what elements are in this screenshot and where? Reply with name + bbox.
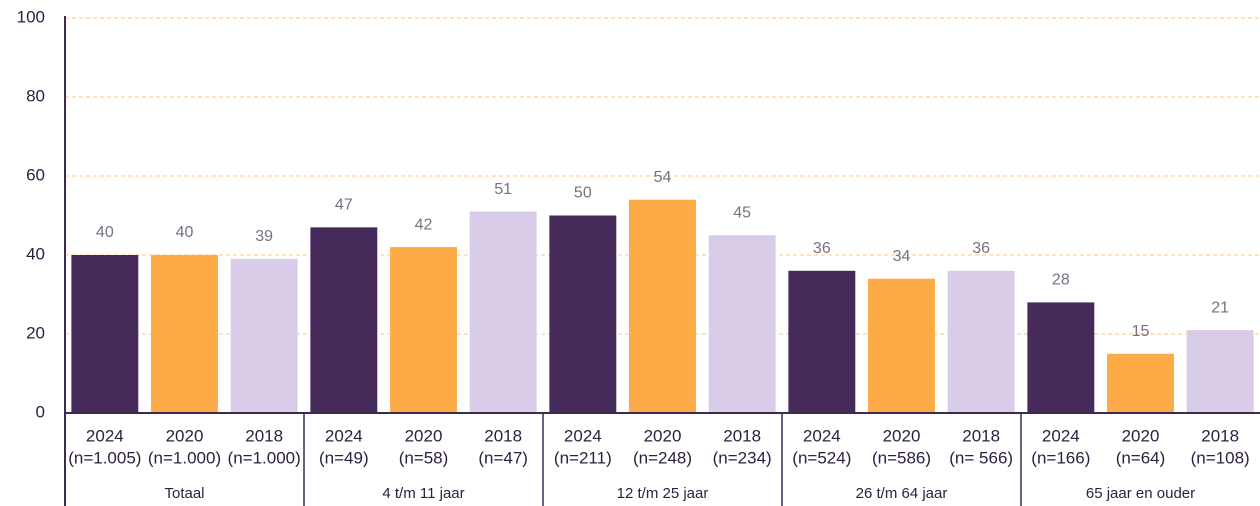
value-label: 45 [733,204,751,221]
bar-n-label: (n=234) [713,448,772,467]
bar-year-label: 2024 [1042,426,1080,445]
bar-n-label: (n=248) [633,448,692,467]
bar-year-label: 2020 [405,426,443,445]
bar [947,270,1015,413]
value-label: 47 [335,197,353,214]
bar-n-label: (n=49) [319,448,369,467]
bar-year-label: 2024 [86,426,124,445]
value-label: 54 [654,169,672,186]
y-tick-label: 100 [17,7,45,26]
bar-year-label: 2020 [644,426,682,445]
bar [1027,302,1095,413]
value-label: 28 [1052,272,1070,289]
bar-n-label: (n=1.000) [148,448,221,467]
bar-year-label: 2018 [1201,426,1239,445]
bar-year-label: 2018 [962,426,1000,445]
bar-year-label: 2024 [803,426,841,445]
bar-year-label: 2018 [245,426,283,445]
group-label: 65 jaar en ouder [1086,485,1195,502]
group-label: Totaal [164,485,204,502]
y-tick-label: 0 [36,402,45,421]
bar [1107,353,1174,413]
value-label: 42 [415,216,433,233]
bar-year-label: 2024 [564,426,602,445]
bar [708,235,776,413]
value-label: 36 [972,240,990,257]
bar-year-label: 2020 [1122,426,1160,445]
value-label: 39 [255,228,273,245]
value-label: 36 [813,240,831,257]
bar-n-label: (n=586) [872,448,931,467]
bar-year-label: 2018 [484,426,522,445]
bar [151,255,218,413]
bar [310,227,378,413]
bar-year-label: 2020 [883,426,921,445]
y-tick-label: 60 [26,165,45,184]
bar-n-label: (n=47) [478,448,528,467]
bar [1186,330,1254,413]
bar-n-label: (n= 566) [949,448,1013,467]
y-tick-label: 80 [26,86,45,105]
group-label: 4 t/m 11 jaar [382,485,464,502]
bar-n-label: (n=64) [1116,448,1166,467]
bar-year-label: 2020 [166,426,204,445]
value-label: 34 [893,248,911,265]
bar [469,211,537,413]
bar [71,255,139,413]
bar-n-label: (n=524) [792,448,851,467]
value-label: 15 [1132,323,1150,340]
bar-year-label: 2024 [325,426,363,445]
value-label: 40 [176,224,194,241]
y-tick-label: 20 [26,323,45,342]
group-label: 12 t/m 25 jaar [617,485,709,502]
bar-n-label: (n=1.005) [68,448,141,467]
bar [788,270,856,413]
value-label: 51 [494,181,512,198]
value-label: 50 [574,185,592,202]
bar-n-label: (n=108) [1191,448,1250,467]
bar-n-label: (n=166) [1031,448,1090,467]
group-label: 26 t/m 64 jaar [856,485,948,502]
value-label: 40 [96,224,114,241]
bar-n-label: (n=211) [554,448,612,467]
bar-n-label: (n=58) [399,448,449,467]
bar [868,278,935,413]
value-label: 21 [1211,299,1229,316]
bar-year-label: 2018 [723,426,761,445]
bar [390,247,457,413]
bar-n-label: (n=1.000) [228,448,301,467]
bar [549,215,617,413]
y-tick-label: 40 [26,244,45,263]
bar [629,199,696,413]
bar [230,258,298,413]
